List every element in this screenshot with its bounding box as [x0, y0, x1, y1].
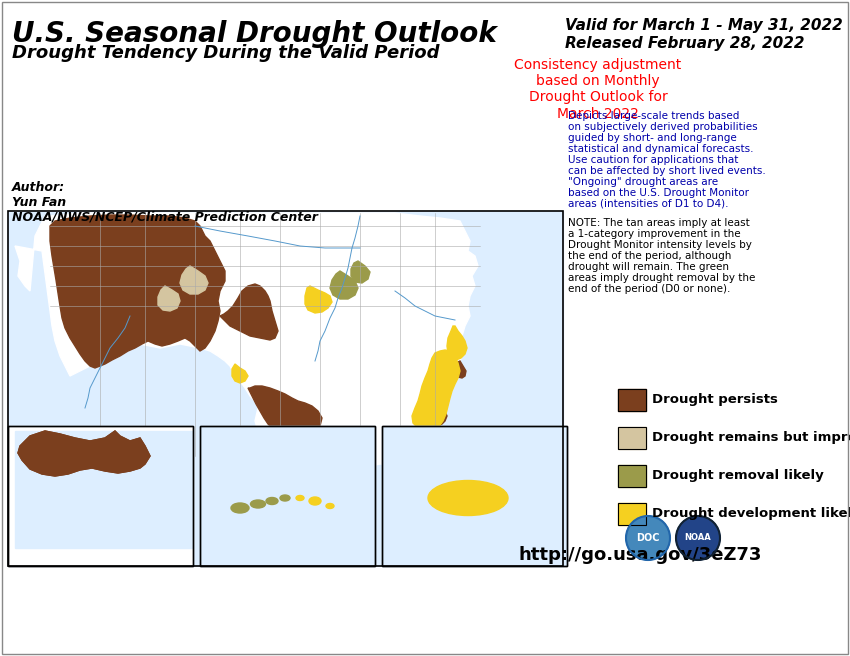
Ellipse shape: [296, 495, 304, 501]
Polygon shape: [305, 286, 332, 313]
Bar: [618, 389, 646, 411]
Circle shape: [626, 516, 670, 560]
Bar: [618, 503, 646, 525]
Polygon shape: [418, 445, 444, 470]
Bar: [8, 426, 193, 566]
Polygon shape: [330, 271, 358, 299]
Ellipse shape: [266, 497, 278, 504]
Bar: [8, 211, 563, 566]
Text: "Ongoing" drought areas are: "Ongoing" drought areas are: [568, 177, 718, 187]
Bar: [618, 503, 646, 525]
Polygon shape: [412, 350, 460, 431]
Text: areas (intensities of D1 to D4).: areas (intensities of D1 to D4).: [568, 199, 728, 209]
Text: Valid for March 1 - May 31, 2022: Valid for March 1 - May 31, 2022: [565, 18, 842, 33]
Bar: [8, 426, 193, 566]
Polygon shape: [220, 284, 278, 340]
Polygon shape: [15, 213, 478, 476]
Text: statistical and dynamical forecasts.: statistical and dynamical forecasts.: [568, 144, 753, 154]
Text: Drought removal likely: Drought removal likely: [652, 468, 824, 482]
Polygon shape: [351, 261, 370, 283]
Text: a 1-category improvement in the: a 1-category improvement in the: [568, 229, 740, 239]
Text: Drought Tendency During the Valid Period: Drought Tendency During the Valid Period: [12, 44, 439, 62]
Bar: [382, 426, 567, 566]
Polygon shape: [158, 286, 180, 311]
Bar: [382, 426, 567, 566]
Text: based on the U.S. Drought Monitor: based on the U.S. Drought Monitor: [568, 188, 749, 198]
Bar: [618, 427, 646, 449]
Text: Drought persists: Drought persists: [652, 392, 778, 405]
Bar: [200, 426, 375, 566]
Polygon shape: [18, 431, 150, 476]
Bar: [200, 426, 375, 566]
Bar: [8, 211, 563, 566]
Polygon shape: [15, 431, 192, 548]
Text: Released February 28, 2022: Released February 28, 2022: [565, 36, 804, 51]
Text: U.S. Seasonal Drought Outlook: U.S. Seasonal Drought Outlook: [12, 20, 497, 48]
Text: drought will remain. The green: drought will remain. The green: [568, 262, 729, 272]
Text: Consistency adjustment
based on Monthly
Drought Outlook for
March 2022: Consistency adjustment based on Monthly …: [514, 58, 682, 121]
Bar: [618, 427, 646, 449]
Text: NOAA: NOAA: [684, 533, 711, 543]
Polygon shape: [232, 364, 248, 383]
Text: areas imply drought removal by the: areas imply drought removal by the: [568, 273, 756, 283]
Text: can be affected by short lived events.: can be affected by short lived events.: [568, 166, 766, 176]
Text: on subjectively derived probabilities: on subjectively derived probabilities: [568, 122, 757, 132]
Bar: [382, 426, 567, 566]
Polygon shape: [426, 396, 447, 426]
Polygon shape: [454, 361, 466, 378]
Ellipse shape: [280, 495, 290, 501]
Text: Drought Monitor intensity levels by: Drought Monitor intensity levels by: [568, 240, 752, 250]
Text: the end of the period, although: the end of the period, although: [568, 251, 731, 261]
Text: Depicts large-scale trends based: Depicts large-scale trends based: [568, 111, 740, 121]
Bar: [618, 465, 646, 487]
Text: end of the period (D0 or none).: end of the period (D0 or none).: [568, 284, 730, 294]
Polygon shape: [248, 386, 322, 436]
Text: guided by short- and long-range: guided by short- and long-range: [568, 133, 737, 143]
Circle shape: [676, 516, 720, 560]
Bar: [8, 426, 193, 566]
Ellipse shape: [428, 480, 508, 516]
Bar: [618, 389, 646, 411]
Polygon shape: [180, 266, 208, 294]
Bar: [382, 426, 567, 566]
Ellipse shape: [231, 503, 249, 513]
Ellipse shape: [251, 500, 265, 508]
Text: Drought remains but improves: Drought remains but improves: [652, 430, 850, 443]
Ellipse shape: [326, 504, 334, 508]
Ellipse shape: [309, 497, 321, 505]
Polygon shape: [50, 215, 225, 368]
Bar: [200, 426, 375, 566]
Text: DOC: DOC: [637, 533, 660, 543]
Bar: [618, 465, 646, 487]
Polygon shape: [447, 326, 467, 360]
Text: Author:
Yun Fan
NOAA/NWS/NCEP/Climate Prediction Center: Author: Yun Fan NOAA/NWS/NCEP/Climate Pr…: [12, 181, 318, 224]
Text: http://go.usa.gov/3eZ73: http://go.usa.gov/3eZ73: [518, 546, 762, 564]
Bar: [200, 426, 375, 566]
Text: Drought development likely: Drought development likely: [652, 506, 850, 520]
Text: Use caution for applications that: Use caution for applications that: [568, 155, 739, 165]
Text: NOTE: The tan areas imply at least: NOTE: The tan areas imply at least: [568, 218, 750, 228]
